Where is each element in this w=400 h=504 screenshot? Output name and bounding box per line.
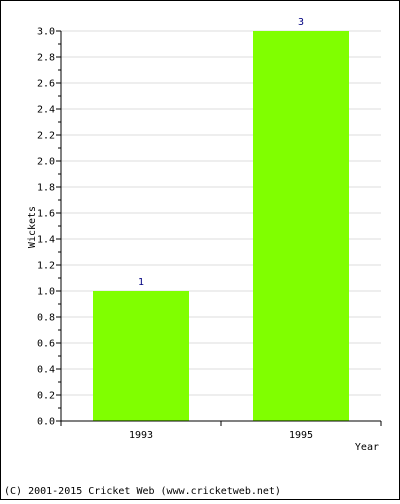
y-tick-label: 2.6 xyxy=(37,79,55,90)
copyright-text: (C) 2001-2015 Cricket Web (www.cricketwe… xyxy=(4,486,281,497)
axes xyxy=(56,30,382,426)
data-labels: 13 xyxy=(138,17,304,288)
x-tick-labels: 1993 1995 xyxy=(129,430,313,441)
y-tick-label: 1.4 xyxy=(37,235,55,246)
bars xyxy=(93,31,349,421)
bar-1993 xyxy=(93,291,189,421)
y-tick-label: 0.8 xyxy=(37,313,55,324)
y-tick-label: 0.2 xyxy=(37,391,55,402)
y-tick-label: 2.0 xyxy=(37,157,55,168)
y-tick-label: 3.0 xyxy=(37,27,55,38)
x-axis-title: Year xyxy=(355,442,379,453)
y-tick-label: 1.8 xyxy=(37,183,55,194)
y-tick-label: 1.2 xyxy=(37,261,55,272)
y-tick-label: 0.4 xyxy=(37,365,55,376)
y-tick-label: 0.0 xyxy=(37,417,55,428)
y-axis-title: Wickets xyxy=(27,206,38,248)
y-tick-label: 1.6 xyxy=(37,209,55,220)
x-tick-label: 1993 xyxy=(129,430,153,441)
y-tick-label: 2.4 xyxy=(37,105,55,116)
x-tick-label: 1995 xyxy=(289,430,313,441)
y-tick-labels: 0.0 0.2 0.4 0.6 0.8 1.0 1.2 1.4 1.6 1.8 2.0 2.2 2.4 2… xyxy=(37,27,55,428)
y-tick-label: 2.8 xyxy=(37,53,55,64)
bar-1995 xyxy=(253,31,349,421)
y-tick-label: 0.6 xyxy=(37,339,55,350)
bar-value-label: 1 xyxy=(138,277,144,288)
y-tick-label: 2.2 xyxy=(37,131,55,142)
y-tick-label: 1.0 xyxy=(37,287,55,298)
bar-value-label: 3 xyxy=(298,17,304,28)
